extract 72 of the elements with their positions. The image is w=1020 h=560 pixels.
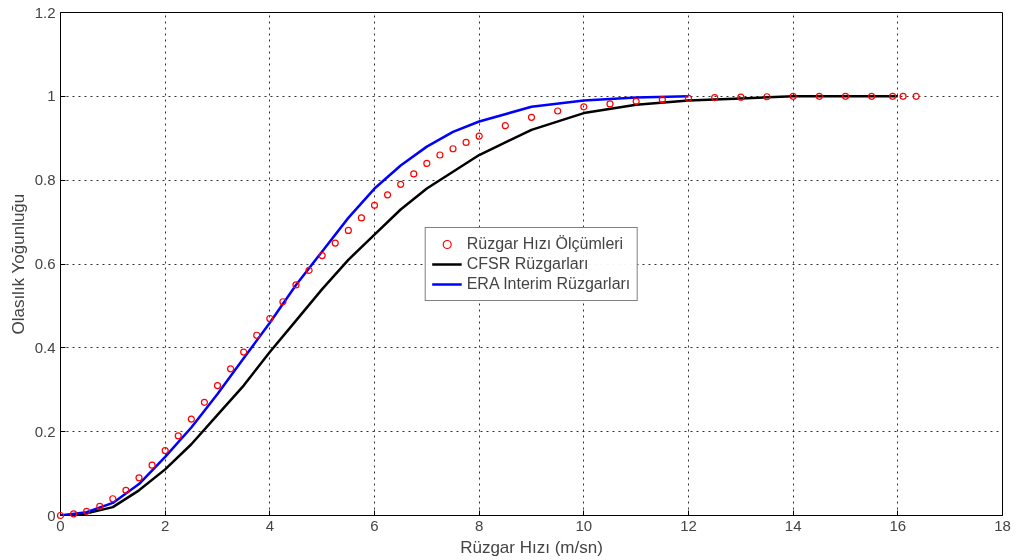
- point: [174, 432, 182, 440]
- point: [318, 252, 326, 260]
- point: [69, 510, 78, 518]
- legend-label: Rüzgar Hızı Ölçümleri: [466, 234, 624, 253]
- point: [606, 100, 614, 108]
- x-tick-label: 8: [475, 516, 484, 534]
- x-axis-title: Rüzgar Hızı (m/sn): [460, 537, 603, 557]
- point: [527, 113, 536, 121]
- point: [868, 92, 876, 100]
- point: [240, 348, 248, 356]
- point: [56, 511, 65, 520]
- line-series: [60, 95, 690, 516]
- point: [410, 170, 418, 178]
- point: [109, 495, 117, 503]
- point: [789, 92, 797, 100]
- point: [449, 145, 457, 153]
- point: [554, 107, 562, 115]
- point: [331, 239, 339, 247]
- point: [83, 507, 91, 515]
- point: [436, 151, 444, 159]
- point: [305, 266, 313, 274]
- x-tick-label: 14: [784, 516, 802, 534]
- x-tick-label: 18: [994, 516, 1011, 534]
- point: [899, 92, 907, 100]
- point: [912, 92, 920, 100]
- point: [122, 486, 130, 494]
- point: [96, 502, 104, 510]
- x-tick-label: 2: [161, 516, 170, 534]
- point: [737, 93, 745, 101]
- point: [423, 159, 431, 167]
- point: [383, 191, 392, 199]
- point: [501, 122, 509, 130]
- y-tick-label: 0.2: [34, 422, 56, 440]
- point: [632, 97, 640, 105]
- point: [357, 214, 366, 222]
- y-tick-label: 1.2: [34, 3, 56, 21]
- point: [841, 92, 850, 100]
- point: [462, 138, 470, 147]
- x-tick-label: 16: [889, 516, 907, 534]
- point: [344, 226, 352, 235]
- point: [200, 398, 209, 406]
- point: [658, 96, 666, 104]
- point: [763, 93, 771, 101]
- point: [397, 180, 405, 188]
- point: [815, 92, 823, 100]
- y-tick-label: 1: [47, 87, 56, 105]
- y-tick-label: 0.8: [34, 171, 56, 189]
- x-tick-label: 4: [265, 516, 275, 534]
- point: [292, 281, 300, 289]
- point: [226, 365, 235, 373]
- point: [213, 381, 222, 390]
- y-tick-label: 0.6: [34, 255, 56, 272]
- y-axis-title: Olasılık Yoğunluğu: [8, 193, 28, 335]
- point: [135, 474, 143, 482]
- point: [161, 446, 169, 455]
- legend-label: ERA Interim Rüzgarları: [466, 274, 631, 293]
- point: [475, 132, 483, 140]
- point: [580, 103, 588, 111]
- point: [684, 94, 693, 103]
- x-tick-label: 10: [575, 516, 593, 534]
- legend-label: CFSR Rüzgarları: [466, 254, 589, 273]
- point: [253, 331, 261, 339]
- point: [370, 201, 379, 209]
- point: [187, 415, 195, 423]
- point: [889, 92, 897, 100]
- point: [148, 461, 156, 469]
- x-tick-label: 6: [370, 516, 379, 534]
- point: [279, 298, 287, 306]
- point: [266, 314, 274, 323]
- point: [711, 94, 719, 102]
- y-tick-label: 0.4: [34, 338, 56, 356]
- x-tick-label: 12: [680, 516, 697, 534]
